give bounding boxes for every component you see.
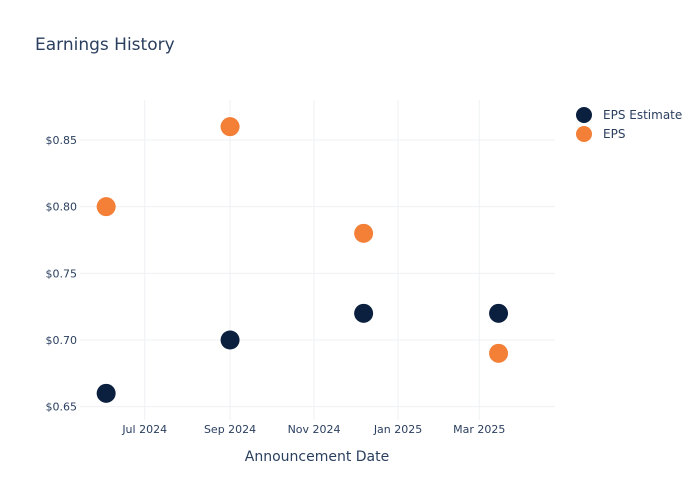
y-tick-label: $0.65 — [46, 401, 78, 414]
y-tick-label: $0.80 — [46, 201, 78, 214]
x-tick-label: Sep 2024 — [204, 423, 256, 436]
legend-label: EPS Estimate — [603, 108, 682, 122]
eps-estimate-point[interactable] — [489, 303, 509, 323]
eps-point[interactable] — [220, 117, 240, 137]
legend-marker — [576, 107, 592, 123]
chart-title: Earnings History — [35, 35, 175, 55]
legend-item-eps-estimate[interactable]: EPS Estimate — [576, 107, 682, 123]
legend-marker — [576, 126, 592, 142]
y-tick-label: $0.85 — [46, 134, 78, 147]
y-tick-label: $0.70 — [46, 334, 78, 347]
eps-estimate-point[interactable] — [220, 330, 240, 350]
eps-point[interactable] — [354, 223, 374, 243]
eps-point[interactable] — [96, 197, 116, 217]
legend-item-eps[interactable]: EPS — [576, 126, 625, 142]
x-tick-label: Jan 2025 — [373, 423, 422, 436]
y-tick-label: $0.75 — [46, 267, 78, 280]
eps-estimate-point[interactable] — [96, 383, 116, 403]
x-tick-label: Mar 2025 — [453, 423, 505, 436]
x-tick-label: Jul 2024 — [121, 423, 167, 436]
x-tick-label: Nov 2024 — [288, 423, 341, 436]
eps-estimate-point[interactable] — [354, 303, 374, 323]
grid-layer — [80, 100, 555, 420]
x-axis-title: Announcement Date — [245, 449, 389, 465]
x-axis: Jul 2024 Sep 2024 Nov 2024 Jan 2025 Mar 2025 — [121, 423, 505, 436]
eps-point[interactable] — [489, 343, 509, 363]
y-axis: $0.65 $0.70 $0.75 $0.80 $0.85 — [46, 134, 78, 414]
legend-label: EPS — [603, 127, 625, 141]
data-points — [96, 117, 509, 403]
legend[interactable]: EPS Estimate EPS — [576, 107, 682, 142]
